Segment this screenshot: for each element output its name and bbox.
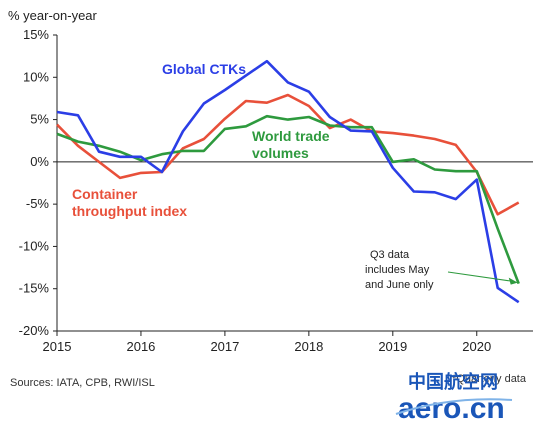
label-line: World trade — [252, 128, 330, 144]
x-tick-label: 2018 — [294, 339, 323, 354]
logo-swoosh — [395, 398, 513, 415]
annotation-line: and June only — [365, 279, 434, 291]
series-labels: Global CTKs Container throughput index Worl… — [72, 61, 330, 219]
y-tick-label: -20% — [19, 323, 50, 338]
watermark-chinese: 中国航空网 — [408, 371, 498, 393]
x-tick-label: 2020 — [462, 339, 491, 354]
annotation-arrowhead — [508, 277, 518, 285]
label-line: volumes — [252, 145, 309, 161]
label-line: throughput index — [72, 203, 187, 219]
global-ctks-line — [56, 59, 520, 304]
annotation-line: includes May — [365, 264, 430, 276]
y-axis-label: % year-on-year — [8, 8, 98, 23]
y-tick-label: -10% — [19, 238, 50, 253]
series-layer — [56, 59, 520, 304]
y-tick-label: -15% — [19, 281, 50, 296]
annotation-text: Q3 data includes May and June only — [365, 249, 434, 291]
axes: 15% 10% 5% 0% -5% -10% -15% -20%2015 2016 2017 201… — [19, 27, 533, 354]
label-line: Global CTKs — [162, 61, 246, 77]
y-tick-label: 10% — [23, 69, 49, 84]
label-line: Container — [72, 186, 138, 202]
label-container-throughput: Container throughput index — [72, 186, 187, 219]
y-tick-label: 5% — [30, 112, 49, 127]
aero-cn-logo: 中国航空网 aero.cn — [395, 371, 513, 425]
source-note: Sources: IATA, CPB, RWI/ISL — [10, 377, 155, 389]
annotation-line: Q3 data — [370, 249, 410, 261]
annotation: Q3 data includes May and June only — [365, 249, 518, 291]
footnote: *Quarterly data — [452, 373, 527, 385]
x-tick-label: 2015 — [43, 339, 72, 354]
y-tick-label: 15% — [23, 27, 49, 42]
y-tick-label: 0% — [30, 154, 49, 169]
x-tick-label: 2019 — [378, 339, 407, 354]
x-tick-label: 2016 — [126, 339, 155, 354]
label-world-trade: World trade volumes — [252, 128, 330, 161]
annotation-arrow — [447, 271, 515, 283]
y-tick-label: -5% — [26, 196, 50, 211]
label-global-ctks: Global CTKs — [162, 61, 246, 77]
container-throughput-line — [56, 93, 520, 216]
x-tick-label: 2017 — [210, 339, 239, 354]
